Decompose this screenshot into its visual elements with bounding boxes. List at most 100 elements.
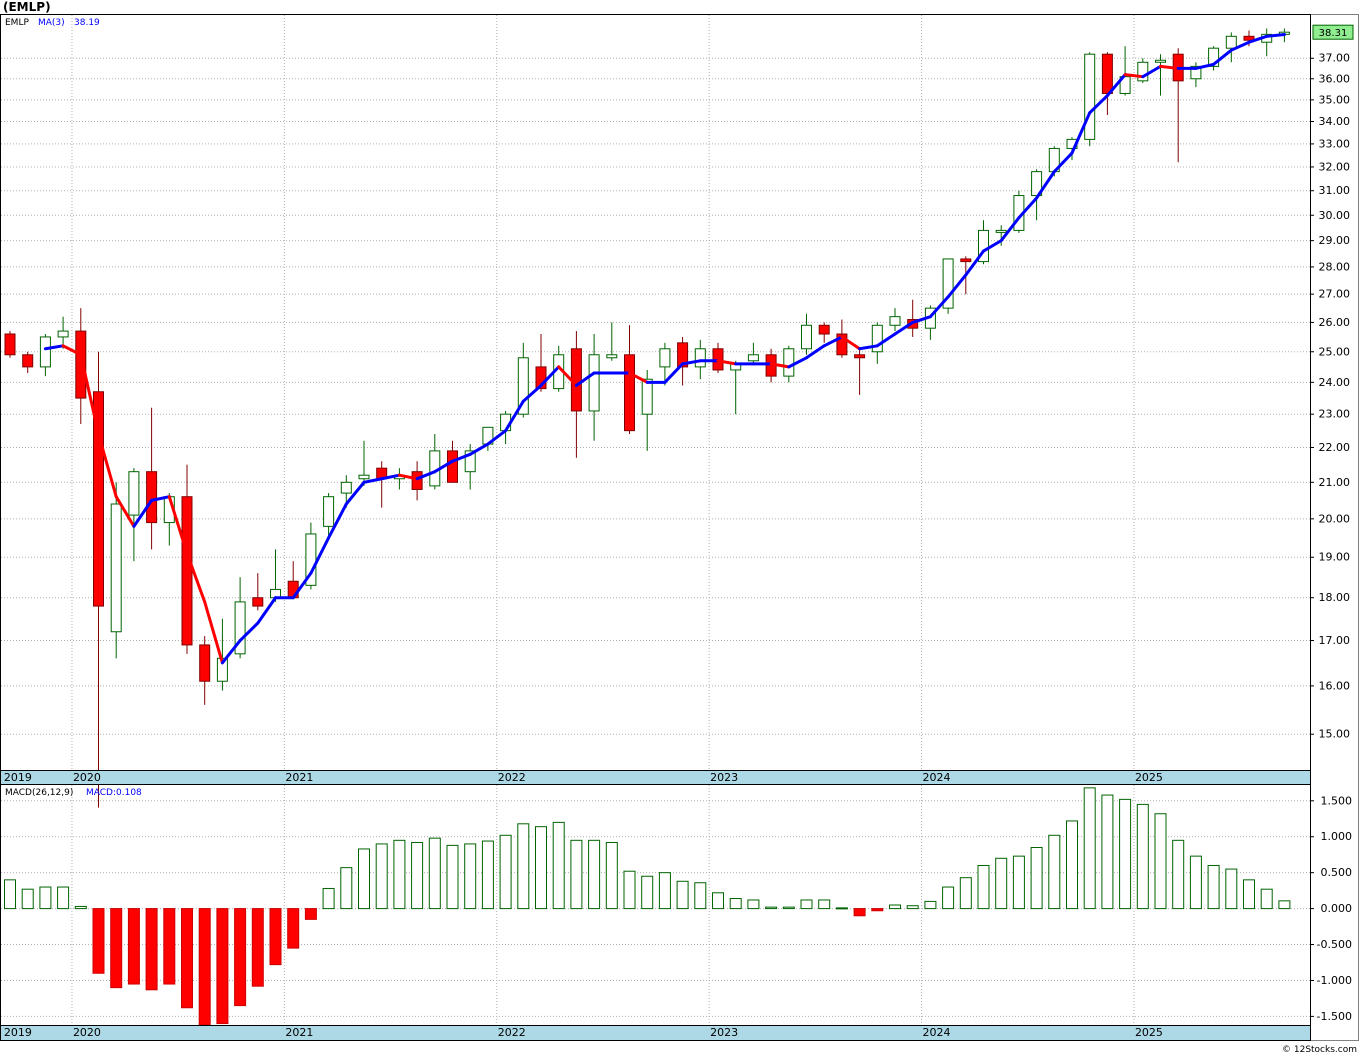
macd-bar [287,908,300,949]
ma-segment [1141,64,1162,79]
macd-bar [658,872,671,910]
price-tick-label: 29.00 [1319,234,1351,247]
ma-segment [769,362,791,369]
macd-tick-label: -1.500 [1317,1010,1352,1023]
macd-bar [145,908,158,991]
year-label: 2024 [923,1026,951,1039]
ma-segment [805,344,826,360]
ma-segment [1035,170,1056,200]
ma-segment [1105,73,1127,98]
candle-body [942,258,954,309]
ma-segment [362,477,384,484]
macd-bar [1066,820,1078,910]
macd-bar [1083,787,1096,910]
price-panel-frame [0,14,1311,771]
ma-segment [238,621,260,643]
ma-segment [1123,73,1145,79]
macd-bar [835,907,848,910]
ma-segment [309,536,331,575]
price-tick-label: 28.00 [1319,260,1351,273]
macd-legend-value: MACD:0.108 [86,788,142,798]
ma-segment [663,362,685,384]
price-tick-label: 33.00 [1319,137,1351,150]
macd-bar [340,867,353,910]
price-time-axis-bar [0,770,1311,785]
candle-body [1155,59,1166,63]
candle-body [1101,53,1113,94]
ma-segment [185,551,207,604]
macd-y-axis: 1.500 1.000 0.500 0.000 -0.500 -1.000 -1.500 [1310,794,1352,1023]
ma-segment [79,353,100,436]
price-y-axis: 15.00 16.00 17.00 18.00 19.00 20.00 21.00 22.00… [1310,52,1350,741]
ma-segment [822,335,844,348]
year-label: 2020 [73,1026,101,1039]
candle-body [1225,35,1237,49]
candle-body [358,474,370,480]
macd-bar [1225,868,1238,910]
macd-bar [517,823,530,910]
macd-bar [729,898,742,910]
macd-bar [942,886,955,910]
price-tick-label: 16.00 [1319,679,1351,692]
macd-bar [322,887,335,910]
ma-segment [1088,94,1109,115]
candle-body [641,378,653,415]
ma-segment [132,498,154,528]
candle-body [854,354,866,359]
candle-body [995,229,1007,233]
moving-average-line [43,33,1286,665]
ma-segment [557,365,578,387]
macd-tick-label: 0.000 [1321,902,1353,915]
ma-segment [451,452,472,463]
candle-body [464,450,476,473]
price-tick-label: 30.00 [1319,209,1351,222]
ma-segment [1159,64,1180,70]
ma-segment [415,470,437,481]
ma-segment [628,371,649,384]
ma-segment [397,473,419,481]
macd-bar [1154,813,1167,910]
candle-body [588,354,600,412]
price-tick-label: 37.00 [1319,52,1351,65]
candle-body [659,348,671,368]
macd-bar [393,839,406,910]
candle-body [535,366,547,390]
macd-bar [889,904,901,910]
ma-segment [150,495,171,502]
macd-bar [234,908,247,1007]
macd-bar [411,841,424,910]
macd-bar [818,899,831,910]
macd-bar [570,839,583,910]
candle-body [1208,47,1220,67]
ma-segment [999,216,1021,243]
ma-segment [327,502,348,540]
macd-bar [181,908,193,1009]
macd-bar [871,908,884,912]
ma-segment [539,365,561,387]
price-grid [1,15,1310,770]
price-tick-label: 34.00 [1319,115,1351,128]
legend-ma-value: 38.19 [74,18,100,28]
ma-segment [203,600,224,665]
candle-body [1137,61,1149,82]
candle-body [128,471,140,516]
macd-bar [499,834,512,910]
year-label: 2024 [923,771,951,784]
ma-segment [911,315,932,324]
window-title: (EMLP) [3,0,51,14]
ma-segment [1017,196,1039,220]
year-label: 2019 [4,771,32,784]
candle-body [93,391,104,607]
candle-body [836,333,848,356]
ma-segment [1265,33,1286,38]
year-label: 2020 [73,771,101,784]
ma-segment [574,371,596,387]
macd-bar [163,908,176,985]
year-label: 2021 [285,771,313,784]
macd-grid [1,785,1310,1025]
macd-bar [57,886,70,910]
candle-body [110,503,122,633]
ma-segment [964,249,985,277]
macd-bar [92,908,105,974]
